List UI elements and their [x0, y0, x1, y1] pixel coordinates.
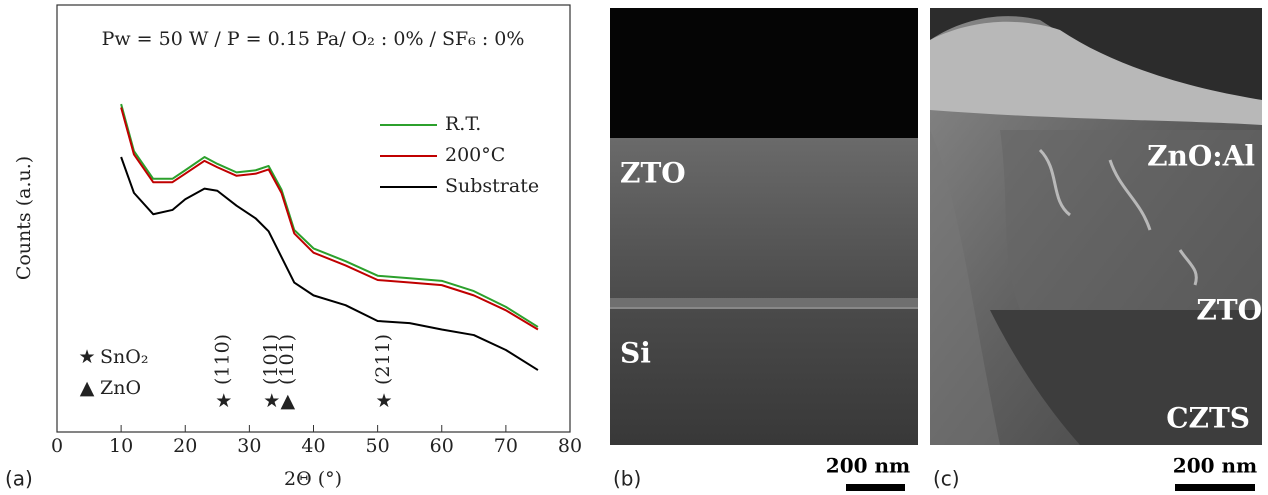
peak-label: (211)	[372, 334, 394, 385]
x-tick-label: 50	[366, 435, 390, 457]
data-line	[120, 107, 539, 331]
x-tick-label: 10	[109, 435, 133, 457]
legend-label: Substrate	[445, 175, 539, 197]
image-label: ZTO	[620, 157, 686, 190]
phase-legend-label: ZnO	[100, 377, 141, 399]
phase-legend-symbol: ▲	[80, 377, 95, 399]
x-tick-label: 20	[173, 435, 197, 457]
x-tick-label: 0	[51, 435, 63, 457]
data-line	[120, 156, 539, 371]
y-axis-label: Counts (a.u.)	[13, 156, 35, 280]
panel-label: (a)	[5, 467, 33, 491]
panel-label: (b)	[613, 467, 641, 491]
x-tick-label: 70	[494, 435, 518, 457]
image-label: CZTS	[1166, 402, 1250, 435]
scale-bar-label: 200 nm	[826, 454, 910, 478]
scale-bar	[1175, 484, 1255, 491]
phase-legend-symbol: ★	[78, 346, 95, 368]
image-label: ZnO:Al	[1147, 140, 1255, 173]
peak-label: (101)	[260, 334, 282, 385]
legend-label: R.T.	[445, 113, 481, 135]
chart-title: Pw = 50 W / P = 0.15 Pa/ O₂ : 0% / SF₆ :…	[102, 28, 525, 50]
x-tick-label: 60	[430, 435, 454, 457]
image-label: ZTO	[1196, 294, 1262, 327]
peak-label: (110)	[212, 334, 234, 385]
data-line	[120, 103, 539, 328]
peak-label: (101)	[276, 334, 298, 385]
x-tick-label: 40	[301, 435, 325, 457]
scale-bar-label: 200 nm	[1173, 454, 1257, 478]
legend-label: 200°C	[445, 144, 505, 166]
peak-marker: ▲	[281, 390, 296, 412]
x-tick-label: 80	[558, 435, 582, 457]
panel-label: (c)	[933, 467, 960, 491]
peak-marker: ★	[263, 390, 280, 412]
scale-bar	[846, 484, 905, 491]
peak-marker: ★	[215, 390, 232, 412]
peak-marker: ★	[376, 390, 393, 412]
sem-image-c	[930, 8, 1262, 445]
x-axis-label: 2Θ (°)	[284, 468, 342, 490]
sem-image-b	[610, 8, 918, 445]
image-label: Si	[620, 337, 651, 370]
x-tick-label: 30	[237, 435, 261, 457]
phase-legend-label: SnO₂	[100, 346, 148, 368]
